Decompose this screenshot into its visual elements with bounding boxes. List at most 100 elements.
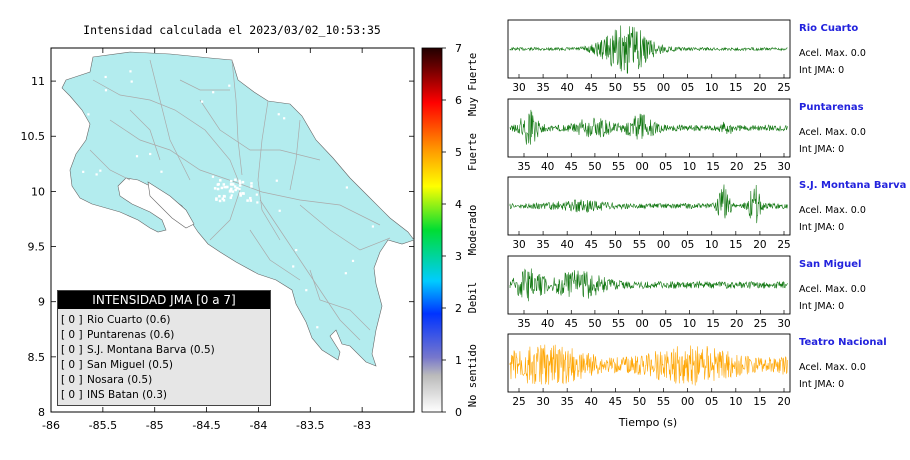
waveform-panel: 30 35 40 45 50 55 00 05 10 15 20 25 — [507, 176, 791, 251]
town-dot — [345, 186, 348, 189]
town-dot — [250, 185, 253, 188]
time-tick-label: 30 — [512, 82, 525, 94]
town-dot — [219, 179, 222, 182]
station-name: S.J. Montana Barva — [799, 180, 907, 191]
legend-row: [ 0 ] INS Batan (0.3) — [61, 388, 270, 403]
town-dot — [87, 113, 90, 116]
station-name: Teatro Nacional — [799, 337, 887, 348]
gulf-water — [147, 181, 195, 229]
colorbar-category-label: Muy Fuerte — [467, 53, 479, 116]
waveform-panel: 35 40 45 50 55 00 05 10 15 20 25 30 — [507, 255, 791, 330]
time-tick-label: 25 — [512, 396, 525, 408]
time-tick-label: 25 — [777, 82, 790, 94]
time-tick-label: 20 — [753, 82, 766, 94]
waveform-frame — [507, 255, 791, 315]
town-dot — [239, 192, 242, 195]
time-tick-label: 40 — [585, 396, 598, 408]
y-tick-label: 11 — [31, 75, 45, 88]
legend-intensity-value: [ 0 ] — [61, 344, 83, 356]
town-dot — [222, 183, 226, 186]
legend-station-text: Puntarenas (0.6) — [87, 329, 175, 341]
time-tick-label: 35 — [517, 161, 530, 173]
waveform-panel: 30 35 40 45 50 55 00 05 10 15 20 25 — [507, 19, 791, 94]
town-dot — [229, 196, 233, 199]
colorbar-tick-label: 1 — [455, 354, 462, 367]
town-dot — [231, 190, 235, 193]
town-dot — [220, 186, 224, 190]
time-tick-label: 35 — [536, 82, 549, 94]
town-dot — [344, 272, 347, 275]
town-dot — [215, 276, 218, 280]
town-dot — [305, 289, 308, 292]
x-tick-label: -84 — [249, 419, 267, 432]
town-dot — [233, 185, 237, 188]
time-tick-label: 50 — [588, 161, 601, 173]
town-dot — [129, 70, 132, 73]
town-dot — [88, 238, 92, 241]
town-dot — [234, 178, 237, 182]
colorbar-category-label: Debil — [467, 282, 479, 314]
time-tick-label: 55 — [633, 239, 646, 251]
y-tick-label: 8.5 — [28, 351, 46, 364]
time-tick-label: 15 — [706, 161, 719, 173]
town-dot — [223, 186, 226, 189]
colorbar-tick-label: 6 — [455, 94, 462, 107]
legend-row: [ 0 ] Rio Cuarto (0.6) — [61, 313, 270, 328]
town-dot — [270, 302, 273, 305]
town-dot — [95, 173, 98, 176]
town-dot — [249, 196, 252, 200]
town-dot — [104, 75, 107, 79]
town-dot — [221, 197, 225, 200]
time-tick-label: 10 — [705, 82, 718, 94]
station-acel: Acel. Max. 0.0 — [799, 284, 866, 295]
time-tick-label: 05 — [681, 82, 694, 94]
town-dot — [217, 182, 220, 186]
town-dot — [163, 206, 167, 209]
town-dot — [250, 182, 253, 185]
town-dot — [160, 170, 163, 173]
time-tick-label: 55 — [633, 82, 646, 94]
time-tick-label: 00 — [657, 82, 670, 94]
town-dot — [135, 155, 139, 158]
time-tick-label: 10 — [705, 239, 718, 251]
time-tick-label: 30 — [777, 161, 790, 173]
time-tick-label: 40 — [560, 82, 573, 94]
time-tick-label: 45 — [585, 82, 598, 94]
road-network — [89, 59, 391, 341]
time-tick-label: 25 — [777, 239, 790, 251]
colorbar-category-label: No sentido — [467, 344, 479, 407]
legend-station-text: INS Batan (0.3) — [87, 389, 168, 401]
town-dot — [218, 195, 221, 198]
station-jma: Int JMA: 0 — [799, 144, 845, 155]
legend-intensity-value: [ 0 ] — [61, 329, 83, 341]
y-tick-label: 9.5 — [28, 241, 46, 254]
time-tick-label: 35 — [536, 239, 549, 251]
town-dot — [215, 198, 218, 201]
town-dot — [82, 281, 85, 284]
colorbar-labels: No sentido Debil Moderado Fuerte Muy Fuerte — [467, 53, 479, 407]
waveform-panel: 25 30 35 40 45 50 55 00 05 10 15 20 — [507, 333, 791, 408]
colorbar-tick-label: 7 — [455, 42, 462, 55]
y-tick-label: 10.5 — [21, 130, 46, 143]
town-dot — [256, 201, 259, 204]
station-jma: Int JMA: 0 — [799, 301, 845, 312]
time-tick-label: 50 — [633, 396, 646, 408]
town-dot — [216, 187, 220, 191]
time-tick-label: 45 — [609, 396, 622, 408]
time-tick-label: 15 — [729, 239, 742, 251]
time-tick-label: 35 — [560, 396, 573, 408]
town-dot — [234, 188, 237, 192]
town-dot — [246, 199, 249, 202]
town-dot — [255, 193, 258, 196]
time-tick-label: 10 — [729, 396, 742, 408]
town-dot — [283, 117, 286, 120]
intensity-legend: INTENSIDAD JMA [0 a 7] [ 0 ] Rio Cuarto (… — [57, 290, 271, 406]
time-tick-label: 40 — [541, 318, 554, 330]
time-tick-label: 10 — [683, 161, 696, 173]
town-dot — [236, 186, 239, 190]
time-tick-label: 55 — [612, 161, 625, 173]
x-tick-label: -86 — [42, 419, 60, 432]
town-dot — [267, 94, 270, 97]
town-dot — [201, 100, 204, 103]
time-tick-label: 45 — [585, 239, 598, 251]
